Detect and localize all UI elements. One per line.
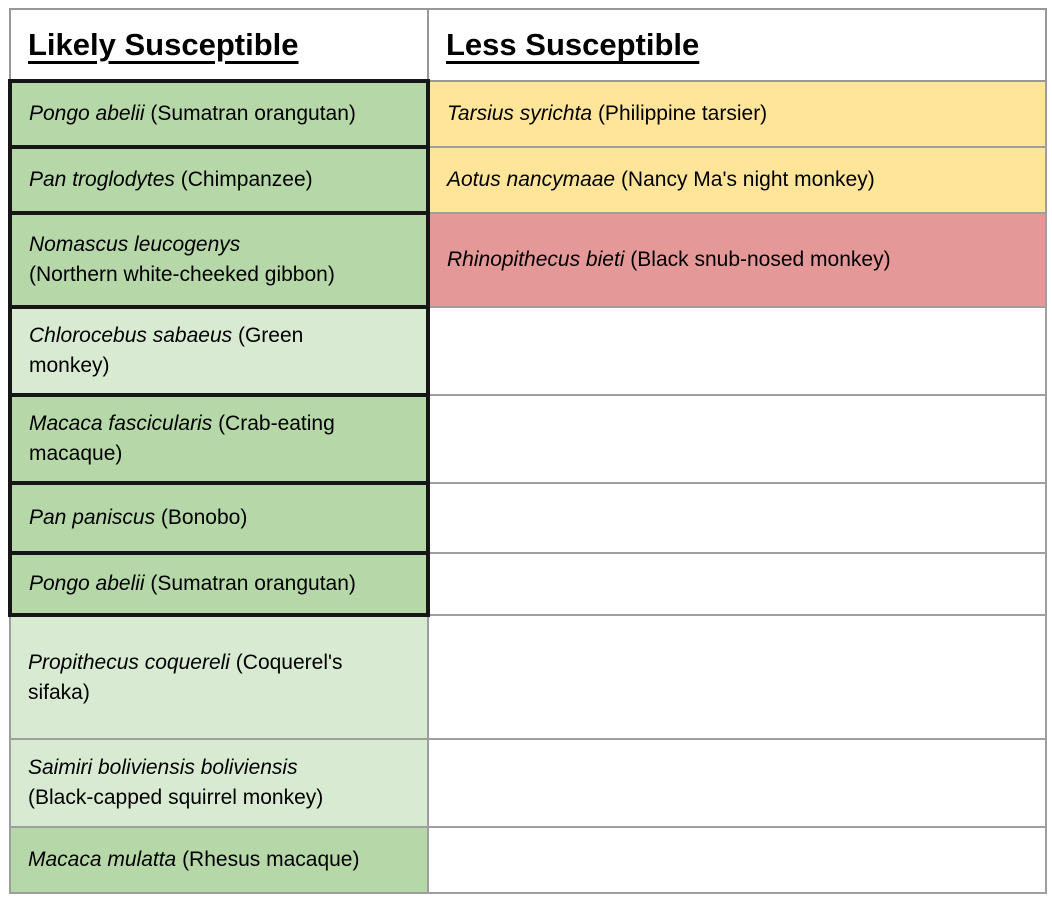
species-scientific-name: Macaca fascicularis [29, 412, 213, 435]
species-scientific-name: Macaca mulatta [28, 848, 177, 871]
species-common-name: sifaka) [28, 680, 90, 704]
table-row: Pan troglodytes (Chimpanzee) Aotus nancy… [8, 145, 1047, 215]
species-common-name: (Northern white-cheeked gibbon) [29, 263, 335, 286]
species-common-name: (Sumatran orangutan) [144, 572, 356, 595]
less-cell-2: Aotus nancymaae (Nancy Ma's night monkey… [427, 146, 1047, 214]
species-common-name: (Crab-eating [212, 412, 335, 435]
species-scientific-name: Pan troglodytes [29, 168, 175, 191]
species-scientific-name: Saimiri boliviensis boliviensis [28, 756, 298, 779]
species-scientific-name: Pongo abelii [29, 572, 145, 595]
likely-cell-3: Nomascus leucogenys (Northern white-cheek… [8, 211, 430, 309]
likely-cell-2: Pan troglodytes (Chimpanzee) [8, 145, 430, 215]
less-cell-6 [427, 482, 1047, 554]
less-cell-7 [427, 552, 1047, 616]
species-common-name: (Green [232, 324, 304, 347]
species-common-name: (Sumatran orangutan) [144, 102, 356, 125]
likely-cell-10: Macaca mulatta (Rhesus macaque) [9, 826, 429, 894]
likely-cell-6: Pan paniscus (Bonobo) [8, 481, 430, 555]
table-row: Nomascus leucogenys (Northern white-cheek… [8, 211, 1047, 309]
table-row: Macaca fascicularis (Crab-eating macaque) [8, 393, 1047, 485]
susceptibility-table: Likely Susceptible Less Susceptible Pong… [8, 8, 1047, 894]
table-row: Pan paniscus (Bonobo) [8, 481, 1047, 555]
species-scientific-name: Chlorocebus sabaeus [29, 324, 233, 347]
less-cell-8 [427, 614, 1047, 740]
less-cell-10 [427, 826, 1047, 894]
likely-cell-1: Pongo abelii (Sumatran orangutan) [8, 79, 430, 149]
species-scientific-name: Pan paniscus [29, 506, 156, 529]
likely-cell-9: Saimiri boliviensis boliviensis (Black-ca… [9, 738, 429, 828]
less-susceptible-header: Less Susceptible [427, 8, 1047, 82]
likely-susceptible-header: Likely Susceptible [9, 8, 429, 82]
likely-cell-8: Propithecus coquereli (Coquerel's sifaka) [9, 614, 429, 740]
species-common-name: (Black snub-nosed monkey) [624, 248, 891, 271]
species-scientific-name: Rhinopithecus bieti [447, 248, 625, 271]
less-cell-3: Rhinopithecus bieti (Black snub-nosed mo… [427, 212, 1047, 308]
species-scientific-name: Propithecus coquereli [28, 650, 230, 674]
species-common-name: macaque) [29, 442, 123, 465]
table-row: Saimiri boliviensis boliviensis (Black-ca… [9, 738, 1047, 828]
species-common-name: (Coquerel's [229, 650, 343, 674]
header-row: Likely Susceptible Less Susceptible [9, 8, 1047, 82]
table-row: Macaca mulatta (Rhesus macaque) [9, 826, 1047, 894]
table-row: Pongo abelii (Sumatran orangutan) [8, 551, 1047, 617]
species-scientific-name: Tarsius syrichta [447, 102, 593, 125]
species-common-name: monkey) [29, 354, 110, 377]
likely-cell-7: Pongo abelii (Sumatran orangutan) [8, 551, 430, 617]
species-scientific-name: Nomascus leucogenys [29, 233, 241, 256]
less-cell-5 [427, 394, 1047, 484]
less-cell-1: Tarsius syrichta (Philippine tarsier) [427, 80, 1047, 148]
less-cell-9 [427, 738, 1047, 828]
less-cell-4 [427, 306, 1047, 396]
species-common-name: (Bonobo) [155, 506, 248, 529]
table-row: Propithecus coquereli (Coquerel's sifaka) [9, 614, 1047, 740]
species-scientific-name: Aotus nancymaae [447, 168, 616, 191]
table-row: Pongo abelii (Sumatran orangutan) Tarsiu… [8, 79, 1047, 149]
species-common-name: (Philippine tarsier) [592, 102, 768, 125]
table-row: Chlorocebus sabaeus (Green monkey) [8, 305, 1047, 397]
likely-cell-4: Chlorocebus sabaeus (Green monkey) [8, 305, 430, 397]
species-common-name: (Chimpanzee) [174, 168, 313, 191]
species-common-name: (Black-capped squirrel monkey) [28, 786, 324, 809]
species-common-name: (Nancy Ma's night monkey) [615, 168, 875, 191]
species-common-name: (Rhesus macaque) [176, 848, 360, 871]
likely-cell-5: Macaca fascicularis (Crab-eating macaque) [8, 393, 430, 485]
species-scientific-name: Pongo abelii [29, 102, 145, 125]
